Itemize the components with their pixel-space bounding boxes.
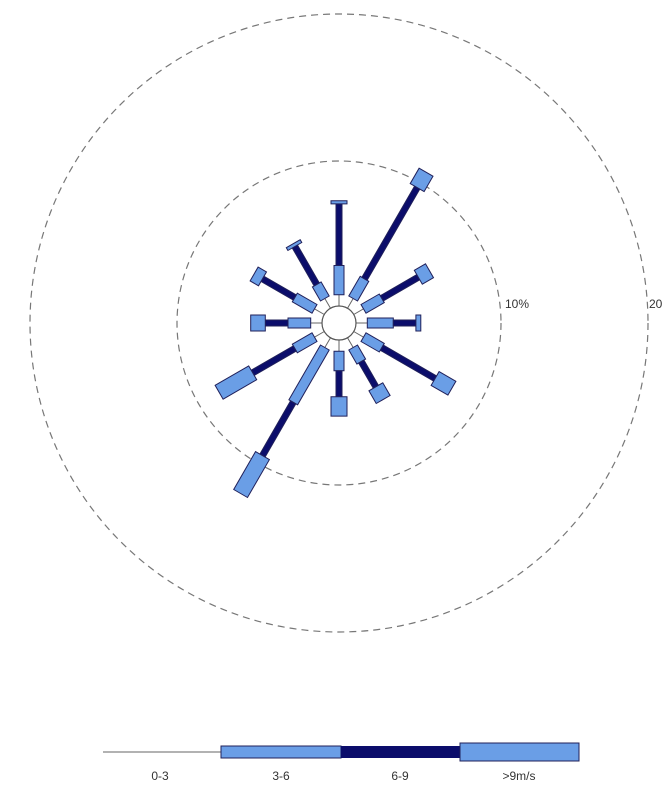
petal-150-6-9	[358, 359, 380, 389]
petal-90-gt9	[415, 314, 422, 332]
petal-150-gt9	[368, 382, 391, 405]
petal-0-3-6	[333, 265, 345, 296]
petal-270-3-6	[287, 317, 312, 329]
petal-0-6-9	[335, 203, 343, 266]
petal-150-0-3	[347, 337, 354, 348]
petal-210-6-9	[259, 400, 297, 458]
petal-300-3-6	[291, 292, 318, 314]
petal-90-6-9	[392, 319, 417, 327]
petal-30-6-9	[361, 185, 421, 281]
petal-120-gt9	[430, 370, 457, 396]
petal-60-0-3	[353, 308, 364, 315]
petal-120-3-6	[360, 332, 385, 353]
petal-240-gt9	[214, 365, 258, 400]
petal-330-6-9	[291, 244, 320, 287]
ring-label-10: 10%	[505, 297, 529, 311]
petal-180-3-6	[333, 350, 345, 372]
ring-20-percent	[29, 13, 649, 633]
petal-210-0-3	[324, 337, 331, 348]
petal-30-0-3	[347, 298, 354, 309]
radial-rings	[29, 13, 649, 633]
speed-legend: 0-3 3-6 6-9 >9m/s	[103, 742, 580, 783]
petal-210-3-6	[288, 344, 330, 406]
petal-330-gt9	[285, 239, 303, 252]
petal-330-3-6	[311, 281, 330, 302]
petal-240-0-3	[314, 331, 325, 338]
petal-60-3-6	[360, 293, 385, 314]
petal-180-gt9	[330, 396, 348, 417]
legend-label-0-3: 0-3	[151, 769, 169, 783]
petal-300-gt9	[249, 266, 268, 287]
petal-270-gt9	[250, 314, 266, 332]
direction-petals	[214, 167, 457, 499]
petal-330-0-3	[324, 298, 331, 309]
petal-270-6-9	[264, 319, 289, 327]
legend-swatch-3-6	[220, 745, 342, 759]
petal-210-gt9	[233, 450, 271, 499]
petal-30-3-6	[348, 275, 370, 302]
petal-240-3-6	[291, 332, 318, 354]
calm-center-circle	[321, 305, 357, 341]
petal-60-6-9	[379, 273, 421, 302]
petal-180-6-9	[335, 370, 343, 398]
legend-label-6-9: 6-9	[391, 769, 409, 783]
petal-120-6-9	[379, 344, 438, 382]
petal-300-6-9	[260, 275, 297, 301]
petal-0-gt9	[330, 200, 348, 205]
legend-swatch-gt9	[459, 742, 580, 762]
legend-label-gt9: >9m/s	[502, 769, 535, 783]
ring-10-percent	[176, 160, 502, 486]
legend-swatch-6-9	[341, 746, 460, 758]
petal-240-6-9	[250, 345, 297, 377]
petal-150-3-6	[348, 344, 367, 365]
petal-300-0-3	[314, 308, 325, 315]
petal-120-0-3	[353, 331, 364, 338]
ring-label-20: 20	[649, 297, 663, 311]
petal-30-gt9	[409, 167, 434, 193]
petal-90-3-6	[366, 317, 394, 329]
legend-label-3-6: 3-6	[272, 769, 290, 783]
petal-60-gt9	[413, 263, 435, 285]
